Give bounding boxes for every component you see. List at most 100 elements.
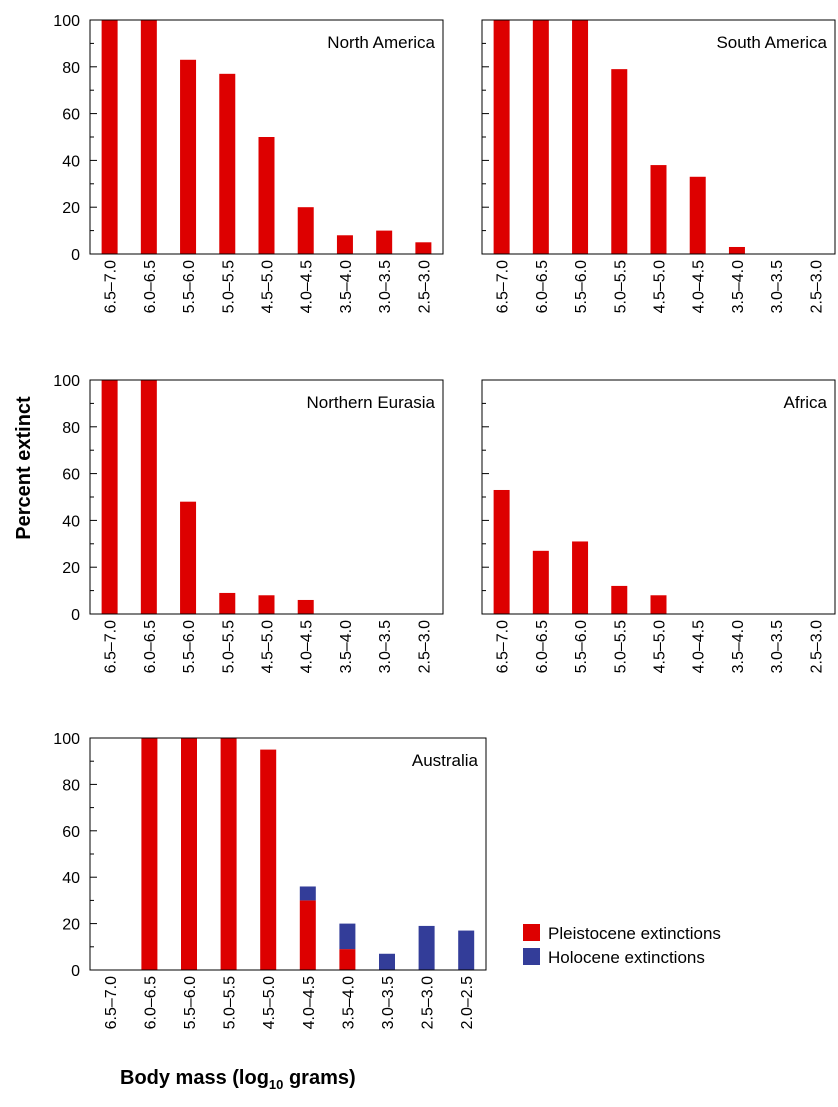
y-tick-label: 80	[62, 60, 80, 77]
region-label: Africa	[784, 393, 828, 412]
x-category-label: 3.0–3.5	[769, 260, 786, 313]
y-tick-label: 40	[62, 870, 80, 887]
x-category-label: 6.0–6.5	[534, 620, 551, 673]
x-category-label: 6.0–6.5	[142, 620, 159, 673]
chart-panels: 0 20 40 60 80 100 6.5–7.0 6.0–6.5 5.5–6.0 5.0–5.5…	[53, 13, 836, 1029]
y-tick-label: 0	[71, 247, 80, 264]
y-tick-label: 80	[62, 777, 80, 794]
y-axis-title: Percent extinct	[13, 396, 35, 540]
x-category-label: 2.5–3.0	[808, 620, 825, 673]
x-category-label: 3.5–4.0	[730, 260, 747, 313]
bar	[299, 886, 316, 901]
x-category-label: 6.5–7.0	[103, 620, 120, 673]
x-axis-title: Body mass (log10 grams)	[120, 1067, 520, 1092]
bar	[339, 923, 356, 950]
bar	[415, 242, 432, 254]
x-category-label: 5.5–6.0	[573, 620, 590, 673]
y-tick-label: 0	[71, 963, 80, 980]
y-tick-label: 0	[71, 607, 80, 624]
panel-south-america: 6.5–7.0 6.0–6.5 5.5–6.0 5.0–5.5 4.5–5.0 4.0–4…	[481, 19, 836, 313]
bar	[101, 380, 118, 614]
region-label: Australia	[412, 751, 479, 770]
x-category-label: 4.0–4.5	[299, 620, 316, 673]
bar	[141, 738, 158, 970]
panel-north-america: 0 20 40 60 80 100 6.5–7.0 6.0–6.5 5.5–6.0 5.0–5.5…	[53, 13, 444, 313]
bar	[140, 380, 157, 614]
x-category-label: 2.5–3.0	[420, 976, 437, 1029]
y-tick-label: 80	[62, 420, 80, 437]
legend-swatch	[523, 924, 540, 941]
x-category-label: 4.0–4.5	[301, 976, 318, 1029]
x-category-label: 2.5–3.0	[416, 260, 433, 313]
bar	[611, 69, 628, 254]
legend-item: Holocene extinctions	[523, 948, 705, 967]
x-category-label: 5.0–5.5	[220, 620, 237, 673]
x-category-label: 6.5–7.0	[495, 260, 512, 313]
bar	[219, 73, 236, 254]
y-tick-label: 100	[53, 731, 80, 748]
bar	[297, 207, 314, 254]
x-category-label: 6.0–6.5	[142, 260, 159, 313]
x-axis-title-subscript: 10	[268, 1077, 284, 1092]
x-category-label: 3.0–3.5	[377, 620, 394, 673]
bar	[458, 930, 475, 970]
bar	[728, 246, 745, 254]
x-category-label: 4.5–5.0	[652, 620, 669, 673]
bar	[339, 949, 356, 970]
x-category-label: 3.5–4.0	[730, 620, 747, 673]
x-category-label: 3.5–4.0	[338, 260, 355, 313]
bar	[101, 20, 118, 254]
y-tick-label: 60	[62, 824, 80, 841]
bar	[572, 541, 589, 614]
bar	[650, 595, 667, 614]
bar	[650, 165, 667, 254]
x-category-label: 3.0–3.5	[769, 620, 786, 673]
bar	[572, 20, 589, 254]
legend-label: Holocene extinctions	[548, 948, 705, 967]
bar	[532, 20, 549, 254]
x-category-label: 6.5–7.0	[103, 976, 120, 1029]
bar	[493, 20, 510, 254]
y-tick-label: 60	[62, 107, 80, 124]
panel-northern-eurasia: 0 20 40 60 80 100 6.5–7.0 6.0–6.5 5.5–6.0 5.0–5.5…	[53, 373, 444, 673]
x-category-label: 5.0–5.5	[612, 260, 629, 313]
x-category-label: 2.5–3.0	[416, 620, 433, 673]
legend-label: Pleistocene extinctions	[548, 924, 721, 943]
x-category-label: 4.5–5.0	[260, 260, 277, 313]
bar	[258, 595, 275, 614]
x-category-label: 6.0–6.5	[142, 976, 159, 1029]
bar	[336, 235, 353, 254]
legend-item: Pleistocene extinctions	[523, 924, 721, 943]
y-tick-label: 100	[53, 373, 80, 390]
x-category-label: 5.0–5.5	[220, 260, 237, 313]
region-label: Northern Eurasia	[306, 393, 435, 412]
bar	[493, 489, 510, 614]
bar	[532, 550, 549, 614]
y-tick-label: 20	[62, 560, 80, 577]
legend-swatch	[523, 948, 540, 965]
x-category-label: 4.0–4.5	[299, 260, 316, 313]
x-category-label: 3.0–3.5	[380, 976, 397, 1029]
y-tick-label: 20	[62, 200, 80, 217]
bar	[418, 925, 435, 970]
y-tick-label: 100	[53, 13, 80, 30]
x-category-label: 2.0–2.5	[459, 976, 476, 1029]
x-category-label: 3.0–3.5	[377, 260, 394, 313]
bar	[181, 738, 197, 970]
x-category-label: 3.5–4.0	[340, 976, 357, 1029]
x-category-label: 5.5–6.0	[181, 260, 198, 313]
x-category-label: 5.5–6.0	[182, 976, 199, 1029]
x-category-label: 4.0–4.5	[691, 620, 708, 673]
x-category-label: 5.0–5.5	[222, 976, 239, 1029]
panel-australia: 0 20 40 60 80 100 6.5–7.0 6.0–6.5 5.5–6.0 5.0–5.5…	[53, 731, 487, 1029]
y-tick-label: 20	[62, 917, 80, 934]
bar	[611, 585, 628, 614]
bar	[180, 501, 197, 614]
x-category-label: 5.5–6.0	[181, 620, 198, 673]
bar	[219, 592, 236, 614]
y-tick-label: 60	[62, 467, 80, 484]
x-category-label: 4.0–4.5	[691, 260, 708, 313]
bar	[376, 230, 393, 254]
y-tick-label: 40	[62, 513, 80, 530]
